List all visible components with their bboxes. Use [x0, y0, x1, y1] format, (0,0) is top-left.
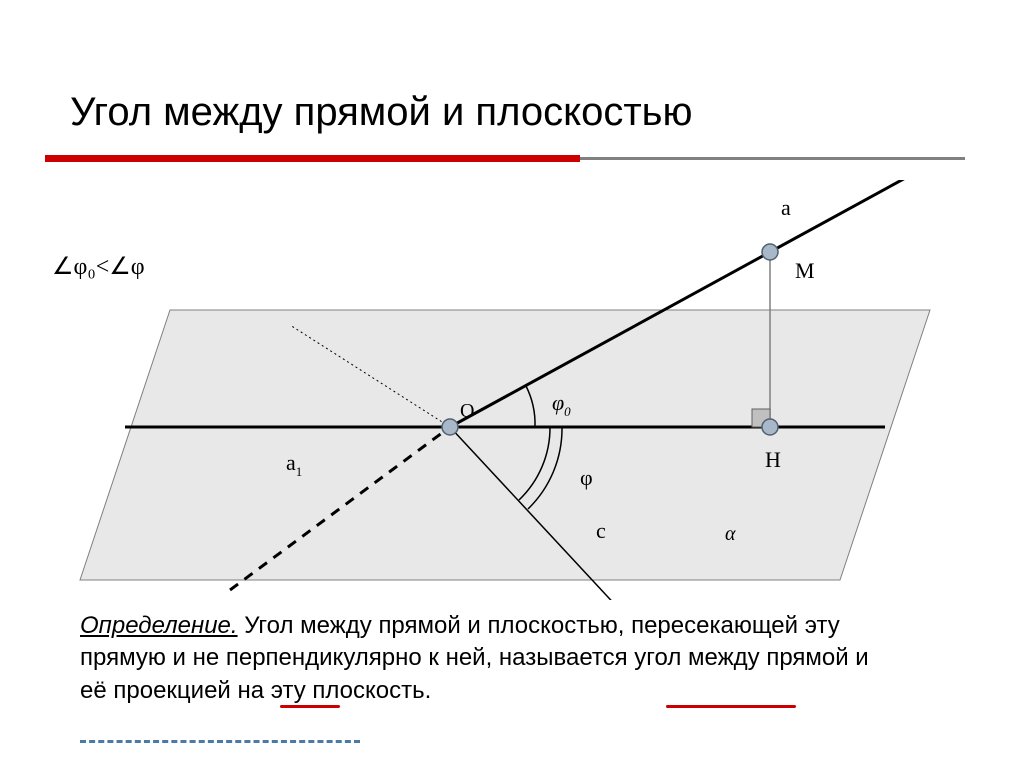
svg-text:a: a	[781, 195, 791, 220]
svg-text:М: М	[795, 258, 815, 283]
point-m	[762, 244, 778, 260]
geometry-diagram: aМOa1Нφ0φcα	[50, 180, 950, 600]
point-h	[762, 419, 778, 435]
svg-text:Н: Н	[765, 447, 781, 472]
emphasis-underline	[666, 705, 796, 708]
svg-text:α: α	[725, 523, 736, 545]
svg-text:φ: φ	[580, 465, 593, 490]
plane-alpha	[80, 310, 930, 580]
svg-text:c: c	[596, 518, 606, 543]
svg-text:O: O	[460, 400, 474, 422]
slide-title: Угол между прямой и плоскостью	[0, 0, 1024, 135]
title-rule	[45, 155, 965, 173]
emphasis-underline	[280, 705, 340, 708]
point-o	[442, 419, 458, 435]
definition-text: Определение. Угол между прямой и плоскос…	[80, 610, 900, 707]
definition-lead: Определение.	[80, 612, 238, 639]
decorative-dashed-line	[80, 740, 360, 743]
